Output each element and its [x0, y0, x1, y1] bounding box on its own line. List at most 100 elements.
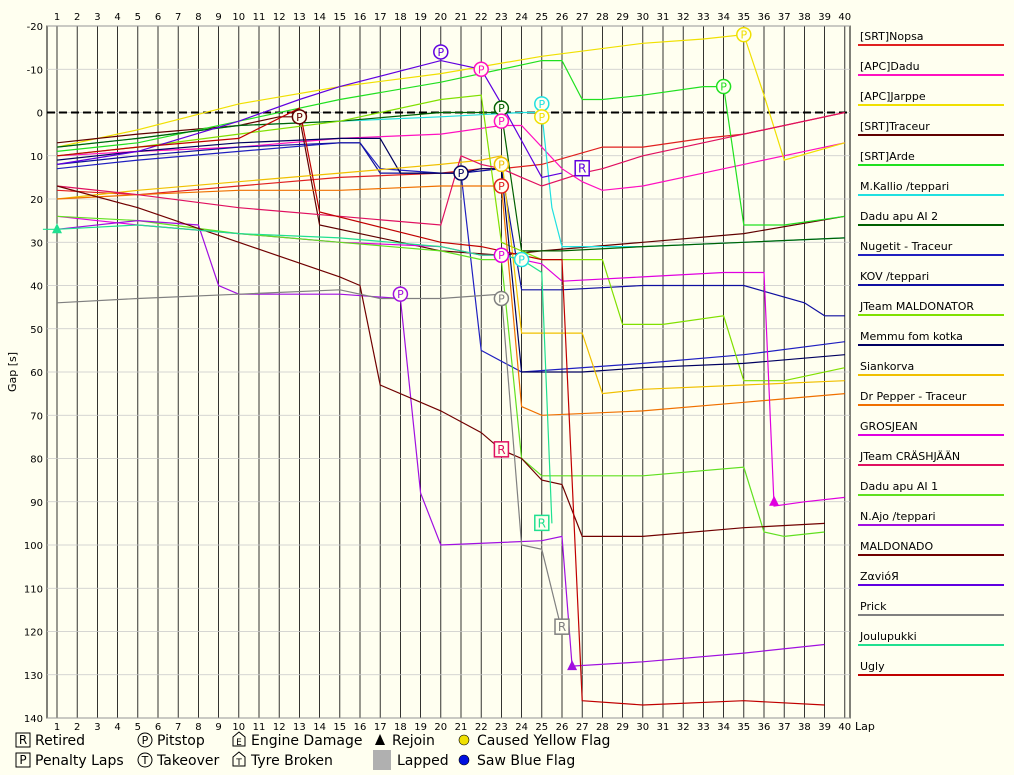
top-lap-label: 17	[374, 12, 387, 23]
retired-marker	[554, 618, 570, 635]
legend-label-11: Siankorva	[860, 360, 914, 373]
top-lap-label: 20	[434, 12, 447, 23]
top-lap-label: 28	[596, 12, 609, 23]
pitstop-marker-label: P	[498, 249, 505, 262]
top-lap-label: 33	[697, 12, 710, 23]
series-line-11	[56, 155, 845, 395]
key-blue-dot	[458, 754, 470, 766]
bottom-lap-label: 13	[293, 722, 306, 733]
bottom-lap-label: 5	[135, 722, 141, 733]
key-triangle-symbol	[375, 734, 385, 745]
gap-tick-label: 100	[24, 541, 43, 552]
pitstop-marker	[715, 78, 732, 95]
top-lap-label: 8	[195, 12, 201, 23]
top-lap-label: 24	[515, 12, 528, 23]
legend: [SRT]Nopsa [APC]Dadu [APC]Jarppe [SRT]Trace…	[858, 30, 1004, 676]
bottom-lap-label: 40	[838, 722, 851, 733]
axes: 1122334455667788991010111112121313141415…	[6, 12, 875, 733]
key-symbol-letter: P	[142, 734, 149, 747]
gap-tick-label: 10	[30, 152, 43, 163]
pitstop-marker	[513, 251, 530, 268]
bottom-lap-label: 27	[576, 722, 589, 733]
pitstop-marker-label: P	[498, 102, 505, 115]
bottom-lap-label: 38	[798, 722, 811, 733]
pitstop-marker-label: P	[498, 158, 505, 171]
bottom-lap-label: 20	[434, 722, 447, 733]
series-line-18	[56, 59, 563, 179]
top-lap-label: 31	[657, 12, 670, 23]
legend-label-18: ZαvióЯ	[860, 570, 899, 583]
pitstop-marker	[493, 113, 510, 129]
gap-tick-label: 130	[24, 671, 43, 682]
bottom-lap-label: 18	[394, 722, 407, 733]
key-circle-symbol	[137, 752, 153, 768]
top-lap-label: 30	[636, 12, 649, 23]
key-house-symbol	[232, 731, 246, 747]
bottom-lap-label: 25	[535, 722, 548, 733]
bottom-lap-label: 35	[737, 722, 750, 733]
bottom-lap-label: 29	[616, 722, 629, 733]
key-label-7: Tyre Broken	[250, 753, 333, 769]
top-lap-label: 22	[475, 12, 488, 23]
key-yellow-dot	[458, 734, 470, 746]
legend-label-14: JTeam CRÄSHJÄÄN	[859, 450, 960, 463]
pitstop-marker-label: P	[538, 98, 545, 111]
key-box-symbol	[15, 752, 31, 768]
key-symbol-letter: T	[141, 754, 149, 767]
legend-label-15: Dadu apu AI 1	[860, 480, 938, 493]
gap-tick-label: 20	[30, 195, 43, 206]
bottom-lap-label: 34	[717, 722, 730, 733]
pitstop-marker	[473, 61, 489, 77]
bottom-lap-label: 36	[758, 722, 771, 733]
pitstop-marker-label: P	[437, 46, 444, 59]
bottom-lap-label: 2	[74, 722, 80, 733]
pitstop-marker-label: P	[478, 63, 485, 76]
key-symbol-letter: E	[236, 738, 242, 748]
gap-tick-label: -10	[27, 65, 43, 76]
series-line-16	[56, 219, 825, 667]
top-lap-label: 9	[215, 12, 221, 23]
top-lap-label: 11	[253, 12, 266, 23]
top-lap-label: 40	[838, 12, 851, 23]
top-lap-label: 16	[354, 12, 367, 23]
gap-tick-label: 0	[37, 109, 43, 120]
legend-label-19: Prick	[860, 600, 887, 613]
bottom-lap-label: 4	[114, 722, 120, 733]
pitstop-marker-label: P	[296, 111, 303, 124]
bottom-lap-label: 26	[556, 722, 569, 733]
gap-tick-label: 90	[30, 498, 43, 509]
key-symbol-letter: T	[235, 758, 242, 768]
bottom-lap-label: 15	[333, 722, 346, 733]
top-lap-label: 12	[273, 12, 286, 23]
pitstop-marker	[433, 44, 449, 60]
pitstop-marker	[493, 247, 510, 263]
pitstop-marker	[493, 290, 510, 307]
key-label-3: Rejoin	[392, 733, 435, 749]
series-line-17	[56, 185, 825, 538]
pitstop-marker-label: P	[397, 288, 404, 301]
series-line-15	[56, 215, 825, 538]
key-label-8: Lapped	[397, 753, 449, 769]
legend-label-16: N.Ajo /teppari	[860, 510, 936, 523]
key-house-symbol	[232, 751, 246, 767]
bottom-lap-label: 31	[657, 722, 670, 733]
y-axis-title: Gap [s]	[6, 352, 19, 392]
top-lap-label: 35	[737, 12, 750, 23]
top-lap-label: 32	[677, 12, 690, 23]
top-lap-label: 3	[94, 12, 100, 23]
pitstop-marker-label: P	[740, 29, 747, 42]
bottom-lap-label: 19	[414, 722, 427, 733]
gap-tick-label: -20	[27, 22, 43, 33]
series-line-12	[56, 185, 845, 416]
top-lap-label: 34	[717, 12, 730, 23]
retired-marker-label: R	[558, 620, 566, 634]
key-box-symbol	[15, 732, 31, 748]
top-lap-label: 14	[313, 12, 326, 23]
series-lines	[42, 33, 845, 706]
bottom-lap-label: 3	[94, 722, 100, 733]
pitstop-marker-label: P	[458, 167, 465, 180]
symbol-key: R Retired P Pitstop E Engine Damage Rejoin Caus…	[15, 731, 610, 770]
pitstop-marker	[493, 156, 510, 173]
